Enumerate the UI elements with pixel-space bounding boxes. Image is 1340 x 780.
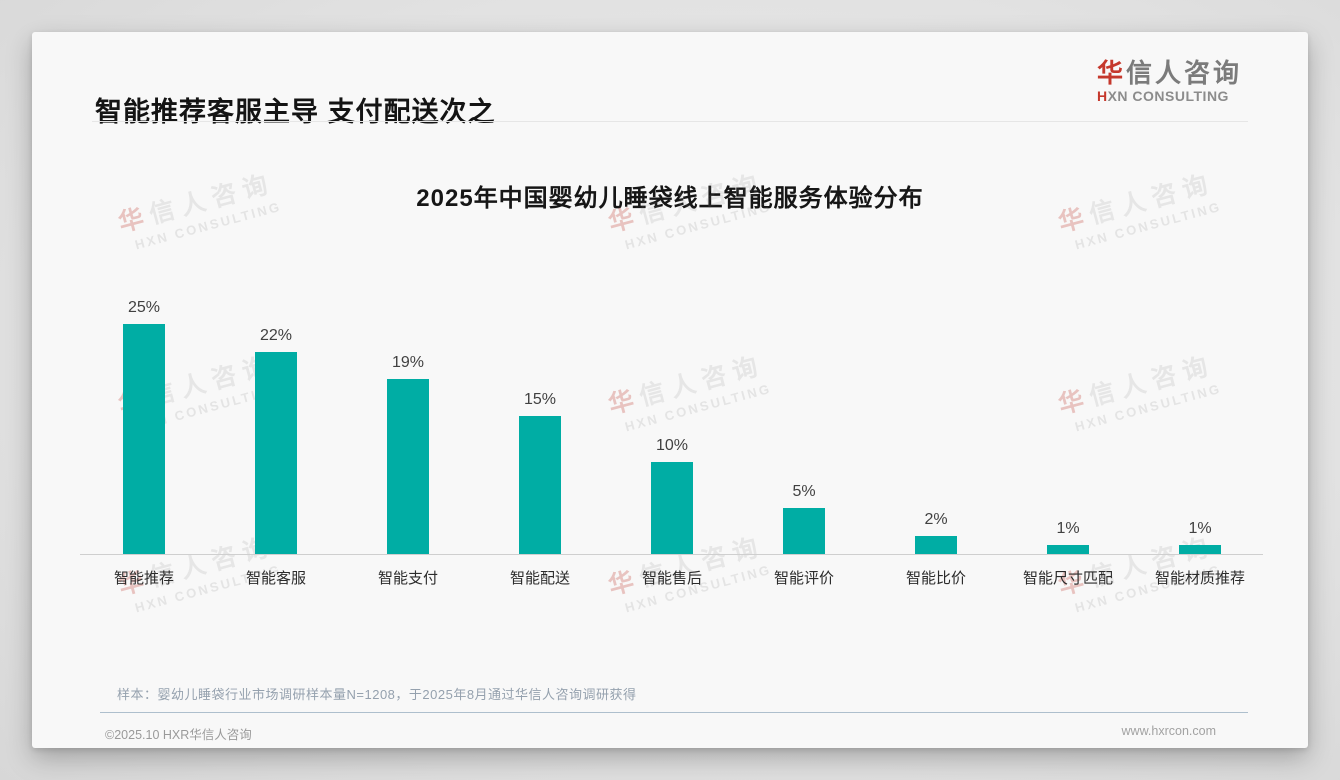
bar-value-label: 2%: [924, 511, 948, 528]
footer-website: www.hxrcon.com: [1121, 724, 1216, 738]
bar-value-label: 15%: [523, 391, 557, 408]
bar-value-label: 5%: [792, 483, 816, 500]
footer-divider: [100, 712, 1248, 713]
bar-category-label: 智能支付: [377, 570, 438, 587]
bar: [783, 508, 825, 554]
sample-note: 样本：婴幼儿睡袋行业市场调研样本量N=1208，于2025年8月通过华信人咨询调…: [117, 687, 637, 702]
bar-category-label: 智能推荐: [113, 570, 174, 587]
bar-chart: 25% 智能推荐 22% 智能客服 19% 智能支付 15% 智能配送 10% 智能售后 5% 智能评…: [32, 32, 1308, 748]
bar-value-label: 25%: [127, 299, 161, 316]
bar-category-label: 智能尺寸匹配: [1022, 570, 1113, 587]
bar: [255, 352, 297, 554]
bar-value-label: 10%: [655, 437, 689, 454]
bar: [915, 536, 957, 554]
bar-category-label: 智能配送: [509, 570, 570, 587]
bar: [387, 379, 429, 554]
bar-category-label: 智能比价: [905, 570, 966, 587]
bar: [651, 462, 693, 554]
logo-chinese-name: 华信人咨询: [1096, 58, 1242, 88]
company-logo: 华信人咨询 HXN CONSULTING: [1097, 58, 1242, 105]
bar: [519, 416, 561, 554]
chart-title: 2025年中国婴幼儿睡袋线上智能服务体验分布: [416, 185, 924, 212]
bar-value-label: 1%: [1188, 520, 1212, 537]
bar-value-label: 1%: [1056, 520, 1080, 537]
bar-value-label: 22%: [259, 327, 293, 344]
slide-card: 智能推荐客服主导 支付配送次之 华信人咨询 HXN CONSULTING 华信人…: [32, 32, 1308, 748]
page-title: 智能推荐客服主导 支付配送次之: [95, 97, 496, 127]
bar: [1047, 545, 1089, 554]
footer-copyright: ©2025.10 HXR华信人咨询: [105, 728, 252, 742]
header-divider: [92, 121, 1248, 122]
bar-category-label: 智能客服: [245, 570, 306, 587]
x-axis-line: [80, 554, 1263, 555]
bar-category-label: 智能评价: [773, 570, 834, 587]
logo-english-name: HXN CONSULTING: [1096, 88, 1229, 104]
bar-value-label: 19%: [391, 354, 425, 371]
bar: [1179, 545, 1221, 554]
bar-category-label: 智能售后: [641, 570, 702, 587]
bar: [123, 324, 165, 554]
bar-category-label: 智能材质推荐: [1154, 570, 1245, 587]
